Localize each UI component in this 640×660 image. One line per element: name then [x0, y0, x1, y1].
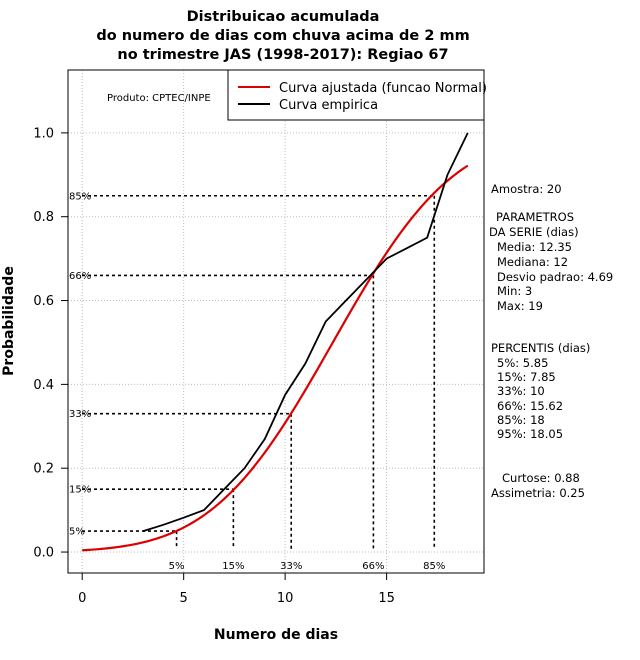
- stat-min: Min: 3: [497, 284, 532, 298]
- y-axis-label: Probabilidade: [1, 266, 17, 376]
- y-tick-label-2: 0.4: [33, 378, 54, 393]
- plot-frame: [67, 69, 485, 574]
- percentile-y-label-3: 66%: [69, 271, 91, 282]
- params-title-1: PARAMETROS: [496, 210, 574, 224]
- skewness: Assimetria: 0.25: [491, 486, 585, 500]
- x-tick-label-3: 15: [378, 591, 395, 606]
- stat-sd: Desvio padrao: 4.69: [497, 270, 613, 284]
- percentile-15: 15%: 7.85: [497, 370, 556, 384]
- empirical-curve: [142, 132, 469, 532]
- y-tick-label-1: 0.2: [33, 462, 54, 477]
- percentile-y-label-1: 15%: [69, 485, 91, 496]
- percentile-y-label-4: 85%: [69, 191, 91, 202]
- grid-lines: [68, 70, 484, 573]
- axis-ticks: 0 5 10 15 0.0 0.2 0.4 0.6 0.8 1.0: [33, 126, 395, 606]
- legend: Curva ajustada (funcao Normal) Curva emp…: [227, 69, 487, 121]
- kurtosis: Curtose: 0.88: [502, 471, 580, 485]
- percentile-x-label-4: 85%: [423, 561, 445, 572]
- percentiles-title: PERCENTIS (dias): [491, 341, 590, 355]
- x-axis-label: Numero de dias: [214, 627, 338, 643]
- stat-max: Max: 19: [497, 299, 543, 313]
- percentile-y-label-0: 5%: [69, 527, 85, 538]
- percentile-x-label-0: 5%: [169, 561, 185, 572]
- percentile-85: 85%: 18: [497, 413, 545, 427]
- params-title-2: DA SERIE (dias): [489, 225, 579, 239]
- chart-title-line-3: no trimestre JAS (1998-2017): Regiao 67: [117, 47, 448, 63]
- legend-label-empirical: Curva empirica: [279, 98, 378, 113]
- y-tick-label-0: 0.0: [33, 546, 54, 561]
- percentile-x-label-2: 33%: [280, 561, 302, 572]
- legend-box: [227, 69, 485, 121]
- product-label: Produto: CPTEC/INPE: [107, 93, 211, 104]
- percentile-66: 66%: 15.62: [497, 399, 563, 413]
- y-tick-label-4: 0.8: [33, 210, 54, 225]
- statistics-panel: Amostra: 20 PARAMETROS DA SERIE (dias) M…: [489, 182, 613, 500]
- stat-median: Mediana: 12: [497, 255, 568, 269]
- chart-title-line-1: Distribuicao acumulada: [187, 9, 380, 25]
- percentile-y-label-2: 33%: [69, 409, 91, 420]
- percentile-x-label-1: 15%: [222, 561, 244, 572]
- y-tick-label-5: 1.0: [33, 126, 54, 141]
- chart-title-line-2: do numero de dias com chuva acima de 2 m…: [96, 28, 469, 44]
- x-tick-label-0: 0: [78, 591, 86, 606]
- percentile-5: 5%: 5.85: [497, 356, 548, 370]
- legend-label-fitted: Curva ajustada (funcao Normal): [279, 81, 487, 96]
- x-tick-label-2: 10: [277, 591, 294, 606]
- percentile-x-label-3: 66%: [362, 561, 384, 572]
- stat-mean: Media: 12.35: [497, 240, 572, 254]
- data-series: [82, 132, 469, 552]
- fitted-normal-curve: [82, 164, 469, 552]
- percentile-guides: 5% 5% 15% 15% 33% 33% 66% 66% 85% 85%: [69, 191, 445, 572]
- sample-size: Amostra: 20: [491, 182, 562, 196]
- percentile-33: 33%: 10: [497, 384, 545, 398]
- y-tick-label-3: 0.6: [33, 294, 54, 309]
- percentile-95: 95%: 18.05: [497, 427, 563, 441]
- x-tick-label-1: 5: [180, 591, 188, 606]
